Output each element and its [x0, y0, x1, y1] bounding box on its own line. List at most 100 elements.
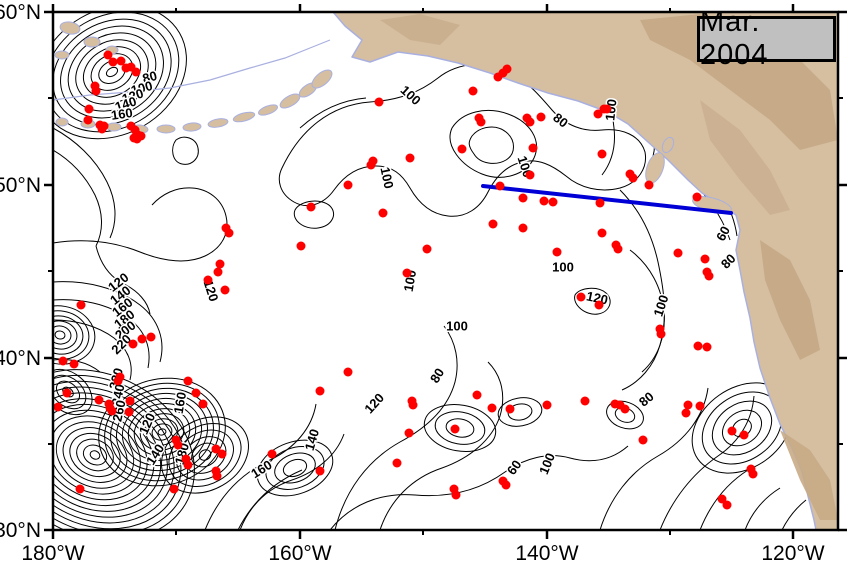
- station-dot: [468, 86, 478, 96]
- contour-line: [53, 281, 163, 363]
- station-dot: [183, 460, 193, 470]
- station-dot: [191, 388, 201, 398]
- station-dot: [404, 428, 414, 438]
- station-dot: [108, 57, 118, 67]
- station-dot: [548, 197, 558, 207]
- island: [661, 136, 675, 154]
- contour-line: [53, 319, 132, 381]
- island: [59, 21, 81, 35]
- station-dot: [213, 267, 223, 277]
- contour-line: [53, 187, 228, 262]
- station-dot: [217, 449, 227, 459]
- contour-ring: [722, 409, 762, 447]
- station-dot: [224, 228, 234, 238]
- contour-ring: [53, 409, 148, 501]
- station-dot: [644, 180, 654, 190]
- contour-ring: [105, 66, 119, 78]
- axis-tick-labels: 180°W 160°W 140°W 120°W 60°N 50°N 40°N 30°N: [0, 1, 825, 563]
- contour-ring: [145, 418, 179, 446]
- axis-ticks: [44, 4, 847, 539]
- contour-ring: [69, 432, 121, 478]
- station-dot: [595, 198, 605, 208]
- station-dot: [693, 341, 703, 351]
- station-dot: [83, 115, 93, 125]
- contour-line: [299, 97, 367, 129]
- station-dot: [76, 300, 86, 310]
- station-dot: [69, 359, 79, 369]
- station-dot: [450, 424, 460, 434]
- contour-ring: [76, 438, 114, 472]
- station-dot: [53, 402, 63, 412]
- contour-ring: [423, 404, 497, 452]
- x-axis-tick-label: 160°W: [268, 542, 331, 563]
- land-layer: [53, 12, 838, 530]
- station-dot: [115, 372, 125, 382]
- station-dots-layer: [53, 50, 758, 510]
- contour-ring: [53, 12, 187, 140]
- contour-value-label: 120: [361, 390, 387, 416]
- contour-ring: [53, 18, 172, 126]
- contour-value-label: 80: [141, 68, 159, 86]
- station-dot: [702, 342, 712, 352]
- contour-ring: [157, 428, 167, 436]
- contour-ring: [53, 320, 78, 350]
- station-dot: [84, 104, 94, 114]
- contour-line: [744, 487, 781, 530]
- station-dot: [306, 202, 316, 212]
- terrain-patch: [780, 430, 838, 520]
- station-dot: [315, 386, 325, 396]
- station-dot: [488, 219, 498, 229]
- station-dot: [613, 244, 623, 254]
- contour-value-label: 100: [377, 166, 396, 190]
- contour-ring: [53, 392, 168, 518]
- contour-ring: [60, 25, 164, 119]
- station-dot: [580, 396, 590, 406]
- island: [106, 122, 122, 132]
- contour-ring: [89, 450, 101, 460]
- station-dot: [501, 480, 511, 490]
- contour-value-label: 100: [536, 451, 558, 477]
- station-dot: [402, 268, 412, 278]
- station-dot: [457, 144, 467, 154]
- station-dot: [597, 149, 607, 159]
- y-axis-tick-label: 40°N: [0, 347, 41, 370]
- contour-line: [204, 403, 317, 530]
- contour-value-label: 100: [651, 293, 672, 318]
- station-dot: [487, 403, 497, 413]
- contour-ring: [53, 315, 84, 355]
- contour-ring: [497, 397, 543, 427]
- station-dot: [296, 241, 306, 251]
- station-dot: [525, 170, 535, 180]
- island: [83, 36, 101, 48]
- island: [311, 69, 333, 89]
- contour-value-label: 80: [427, 365, 447, 385]
- station-dot: [476, 117, 486, 127]
- contour-ring: [53, 310, 90, 360]
- contour-value-label: 100: [446, 318, 468, 333]
- contour-ring: [121, 397, 203, 467]
- station-dot: [146, 332, 156, 342]
- station-dot: [267, 449, 277, 459]
- station-dot: [539, 196, 549, 206]
- contour-value-label: 80: [718, 251, 739, 272]
- station-dot: [128, 339, 138, 349]
- station-dot: [215, 259, 225, 269]
- island: [258, 104, 278, 116]
- station-dot: [683, 400, 693, 410]
- contour-value-label: 80: [636, 389, 657, 410]
- contour-line: [329, 445, 629, 530]
- station-dot: [315, 466, 325, 476]
- station-dot: [94, 395, 104, 405]
- contour-line: [781, 499, 807, 530]
- station-dot: [451, 490, 461, 500]
- contour-ring: [606, 400, 644, 430]
- station-dot: [727, 426, 737, 436]
- contour-ring: [53, 386, 175, 524]
- station-dot: [593, 109, 603, 119]
- contour-ring: [53, 305, 96, 365]
- contour-line: [468, 126, 514, 164]
- contour-ring: [53, 374, 189, 530]
- station-dot: [695, 401, 705, 411]
- terrain-patch: [760, 240, 820, 360]
- station-dot: [536, 112, 546, 122]
